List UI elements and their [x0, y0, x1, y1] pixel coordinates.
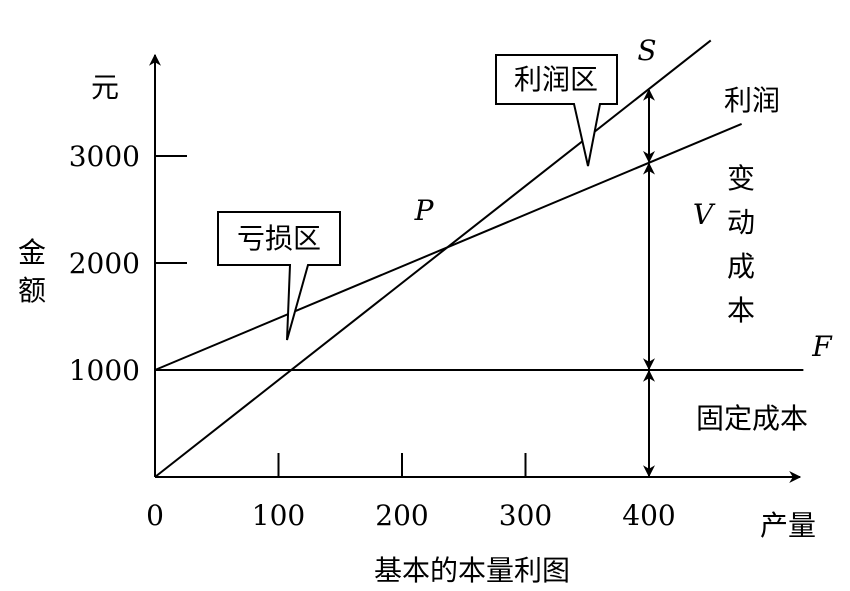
series-label-s: S — [637, 34, 656, 67]
x-tick-label: 300 — [499, 499, 552, 532]
x-tick-label: 0 — [146, 499, 164, 532]
series-label-f: F — [811, 330, 833, 363]
variable-cost-letter: V — [693, 198, 716, 231]
variable-cost-char: 本 — [727, 294, 755, 327]
y-axis-ticks: 1000 2000 3000 — [69, 140, 187, 387]
x-axis-label: 产量 — [760, 509, 816, 542]
y-axis-unit: 元 — [91, 71, 119, 104]
profit-label: 利润 — [724, 84, 780, 117]
variable-cost-char: 动 — [727, 206, 755, 239]
profit-zone-callout: 利润区 — [495, 54, 618, 167]
y-tick-label: 2000 — [69, 247, 140, 280]
x-axis-ticks: 0 100 200 300 400 — [146, 453, 676, 532]
break-even-label: P — [414, 194, 435, 227]
loss-zone-callout: 亏损区 — [217, 211, 341, 341]
x-tick-label: 400 — [622, 499, 675, 532]
y-axis-label-char-1: 金 — [18, 236, 46, 269]
y-tick-label: 3000 — [69, 140, 140, 173]
variable-cost-char: 成 — [727, 250, 755, 283]
series-line-s — [154, 39, 712, 478]
chart-title: 基本的本量利图 — [374, 554, 570, 587]
y-tick-label: 1000 — [69, 354, 140, 387]
svg-text:利润区: 利润区 — [514, 63, 598, 96]
x-tick-label: 200 — [375, 499, 428, 532]
variable-cost-char: 变 — [727, 162, 755, 195]
x-tick-label: 100 — [252, 499, 305, 532]
fixed-cost-label: 固定成本 — [696, 402, 808, 435]
y-axis-label-char-2: 额 — [18, 274, 46, 307]
svg-text:亏损区: 亏损区 — [237, 222, 321, 255]
